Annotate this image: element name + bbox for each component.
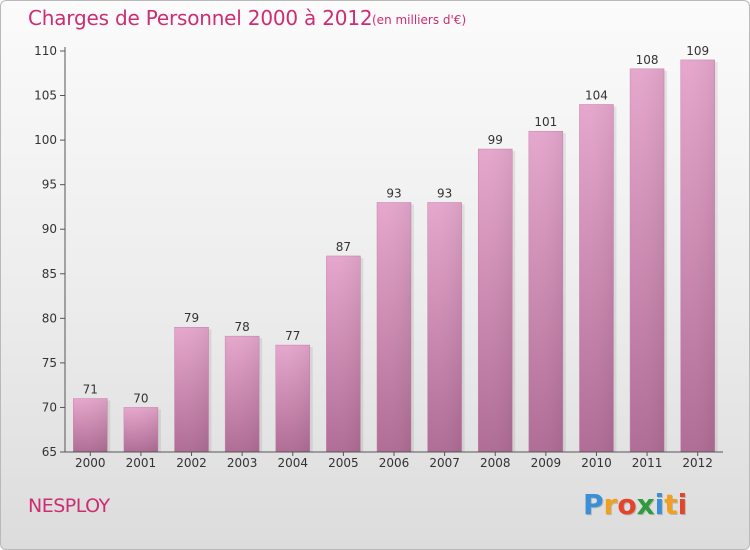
bar-value-label: 71	[83, 383, 98, 397]
y-axis: 65 70 75 80 85 90 95 100 105 110	[34, 44, 66, 459]
bar-highlight	[528, 131, 563, 452]
bar-highlight	[275, 345, 310, 452]
bar-value-label: 87	[336, 240, 351, 254]
x-tick-label: 2001	[126, 456, 157, 470]
x-tick-label: 2004	[277, 456, 308, 470]
x-tick-label: 2009	[531, 456, 562, 470]
bar-highlight	[73, 398, 108, 452]
y-tick-label: 75	[42, 356, 57, 370]
x-tick-label: 2007	[429, 456, 460, 470]
x-tick-label: 2000	[75, 456, 106, 470]
bar-value-label: 104	[585, 88, 608, 102]
y-tick-label: 110	[34, 44, 57, 58]
bar-value-label: 108	[636, 53, 659, 67]
chart-subtitle: (en milliers d'€)	[372, 13, 467, 27]
bar-highlight	[377, 202, 411, 452]
x-tick-label: 2008	[480, 456, 511, 470]
logo-letter: t	[664, 488, 678, 521]
y-tick-label: 85	[42, 267, 57, 281]
y-tick-label: 100	[34, 133, 57, 147]
bar-value-label: 79	[184, 311, 199, 325]
y-tick-label: 95	[42, 178, 57, 192]
y-tick-label: 65	[42, 445, 57, 459]
x-tick-label: 2011	[632, 456, 663, 470]
x-tick-label: 2005	[328, 456, 359, 470]
bar-value-label: 93	[437, 186, 452, 200]
x-tick-label: 2010	[581, 456, 612, 470]
y-tick-label: 70	[42, 400, 57, 414]
logo-letter: i	[677, 488, 688, 521]
bar-value-label: 70	[133, 391, 148, 405]
bar-highlight	[123, 407, 158, 452]
y-tick-label: 105	[34, 89, 57, 103]
bars-group: 71 70 79 78 77 87 93 93 99 101 104 108 109	[73, 44, 718, 453]
logo-letter: P	[583, 488, 604, 521]
bar-highlight	[579, 104, 614, 452]
chart-title: Charges de Personnel 2000 à 2012	[28, 6, 373, 30]
x-tick-label: 2012	[682, 456, 713, 470]
x-tick-label: 2002	[176, 456, 207, 470]
bar-value-label: 99	[488, 133, 503, 147]
bar-highlight	[630, 68, 665, 453]
logo-letter: o	[617, 488, 637, 521]
bar-highlight	[225, 336, 260, 452]
bar-value-label: 101	[534, 115, 557, 129]
bar-value-label: 77	[285, 329, 300, 343]
x-tick-label: 2003	[227, 456, 258, 470]
y-tick-label: 80	[42, 311, 57, 325]
bar-highlight	[680, 59, 715, 453]
x-tick-label: 2006	[379, 456, 410, 470]
y-tick-label: 90	[42, 222, 57, 236]
proxiti-logo: Proxiti	[583, 488, 687, 522]
bar-value-label: 93	[386, 186, 401, 200]
commune-name: NESPLOY	[28, 495, 110, 517]
bar-highlight	[174, 327, 209, 452]
x-axis: 2000 2001 2002 2003 2004 2005 2006 2007 2008 2009…	[65, 451, 723, 470]
bar-highlight	[478, 149, 513, 452]
logo-letter: x	[636, 488, 655, 521]
bar-highlight	[427, 202, 462, 452]
bar-value-label: 109	[686, 44, 709, 58]
logo-letter: i	[654, 488, 665, 521]
bar-highlight	[326, 255, 361, 452]
logo-letter: r	[603, 488, 618, 521]
bar-value-label: 78	[235, 320, 250, 334]
